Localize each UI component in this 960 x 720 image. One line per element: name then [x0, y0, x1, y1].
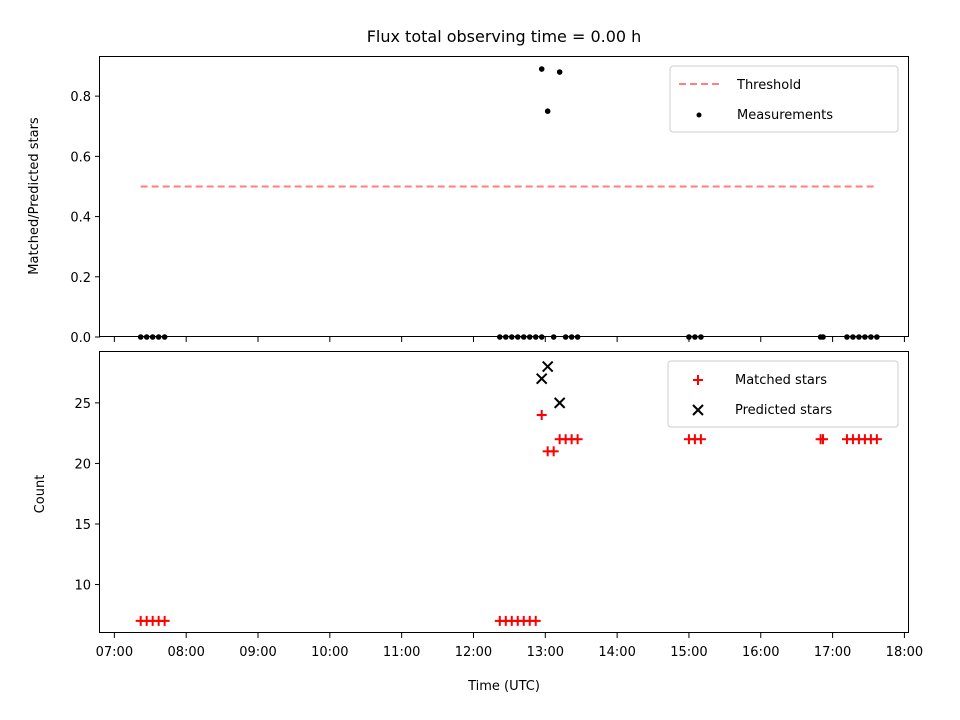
predicted-stars-point [541, 360, 554, 373]
matched-stars-point [548, 446, 559, 457]
predicted-stars-legend-label: Predicted stars [735, 403, 832, 418]
x-tick-label: 17:00 [814, 645, 851, 660]
predicted-stars-point [553, 397, 566, 409]
predicted-stars-legend-marker [692, 404, 704, 416]
x-tick-label: 09:00 [239, 645, 276, 660]
predicted-stars-point-b [541, 360, 554, 373]
matched-stars-legend-marker [693, 375, 703, 385]
x-tick-label: 18:00 [886, 645, 923, 660]
count-y-tick-label: 15 [74, 518, 91, 533]
ratio-y-tick-label: 0.2 [70, 271, 91, 286]
x-tick-label: 13:00 [527, 645, 564, 660]
count-panel: 10 15 20 25 07:00 08:00 09:00 10:00 11:00 12:00 1… [33, 351, 923, 694]
matched-stars-legend-symbol [693, 375, 703, 385]
ratio-y-axis-label: Matched/Predicted stars [27, 117, 42, 275]
measurements-legend-marker [696, 112, 702, 118]
x-tick-label: 12:00 [455, 645, 492, 660]
ratio-y-tick-label: 0.8 [70, 90, 91, 105]
x-tick-label: 14:00 [598, 645, 635, 660]
x-tick-label: 16:00 [742, 645, 779, 660]
predicted-stars-legend-symbol-b [692, 404, 704, 416]
matched-stars-point [695, 434, 706, 445]
predicted-stars-legend-symbol [692, 404, 704, 416]
predicted-stars-point-b [535, 372, 548, 385]
ratio-y-tick-label: 0.6 [70, 150, 91, 165]
matched-stars-point [818, 434, 829, 445]
count-y-tick-label: 10 [74, 579, 91, 594]
threshold-legend-label: Threshold [736, 78, 801, 93]
matched-stars-point [871, 434, 882, 445]
x-tick-label: 08:00 [167, 645, 204, 660]
measurements-point [538, 66, 545, 72]
ratio-y-tick-label: 0.4 [70, 211, 91, 226]
count-x-axis: 07:00 08:00 09:00 10:00 11:00 12:00 13:00 14:00… [96, 633, 923, 660]
x-tick-label: 11:00 [383, 645, 420, 660]
x-axis-label: Time (UTC) [467, 679, 540, 694]
ratio-y-tick-label: 0.0 [70, 331, 91, 346]
measurements-point [556, 69, 563, 75]
predicted-stars-point-b [553, 397, 566, 409]
matched-stars-point [536, 409, 547, 420]
ratio-panel: 0.00.20.40.60.8 Matched/Predicted stars … [27, 56, 909, 346]
matched-stars-legend-label: Matched stars [735, 373, 827, 388]
ratio-legend: Threshold Measurements [669, 65, 899, 133]
predicted-stars-point [535, 372, 548, 385]
x-tick-label: 15:00 [670, 645, 707, 660]
matched-stars-point [530, 615, 541, 626]
x-tick-label: 10:00 [311, 645, 348, 660]
measurements-legend-label: Measurements [737, 108, 833, 123]
count-legend: Matched stars Predicted stars [667, 360, 899, 428]
ratio-y-axis: 0.0 0.2 0.4 0.6 0.8 [70, 90, 100, 346]
count-y-tick-label: 25 [74, 397, 91, 412]
chart-title: Flux total observing time = 0.00 h [367, 27, 642, 46]
count-y-tick-label: 20 [74, 457, 91, 472]
count-y-axis-label: Count [33, 475, 48, 514]
count-y-axis: 10 15 20 25 [74, 397, 100, 594]
ratio-x-ticks [113, 337, 905, 342]
count-plot-area [135, 360, 882, 626]
count-axes-frame [99, 351, 909, 633]
x-tick-label: 07:00 [96, 645, 133, 660]
matched-stars-point [159, 615, 170, 626]
ratio-axes-frame [99, 56, 909, 337]
measurements-point [544, 108, 551, 114]
matched-stars-point [572, 434, 583, 445]
ratio-legend-box [669, 65, 899, 133]
count-legend-box [667, 360, 899, 428]
